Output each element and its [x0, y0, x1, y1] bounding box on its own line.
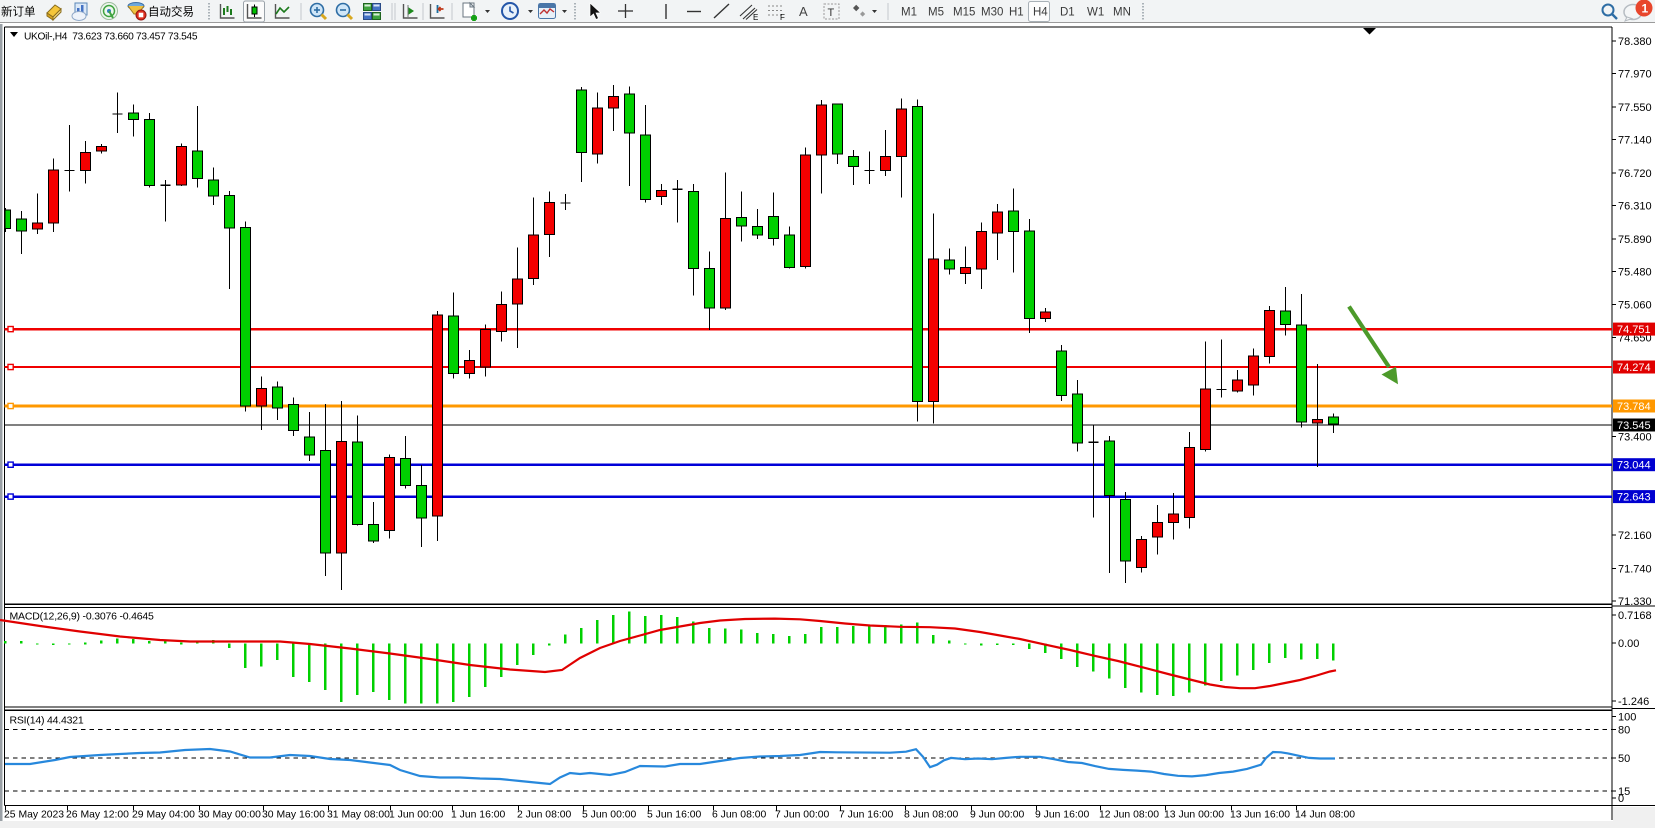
svg-text:13 Jun 00:00: 13 Jun 00:00 [1164, 810, 1224, 821]
svg-text:29 May 04:00: 29 May 04:00 [132, 810, 195, 821]
svg-text:MN: MN [1113, 7, 1131, 19]
svg-text:71.740: 71.740 [1618, 563, 1652, 575]
svg-text:5 Jun 16:00: 5 Jun 16:00 [647, 810, 702, 821]
svg-text:74.274: 74.274 [1617, 362, 1651, 374]
svg-text:76.310: 76.310 [1618, 201, 1652, 213]
svg-text:M30: M30 [981, 7, 1003, 19]
svg-text:77.550: 77.550 [1618, 102, 1652, 114]
svg-text:72.160: 72.160 [1618, 530, 1652, 542]
svg-text:M5: M5 [928, 7, 944, 19]
svg-text:8 Jun 08:00: 8 Jun 08:00 [904, 810, 959, 821]
svg-text:T: T [828, 7, 835, 19]
svg-text:M1: M1 [901, 7, 917, 19]
svg-text:73.545: 73.545 [1617, 420, 1651, 432]
svg-text:74.751: 74.751 [1617, 324, 1651, 336]
svg-text:7 Jun 00:00: 7 Jun 00:00 [775, 810, 830, 821]
svg-text:100: 100 [1618, 711, 1636, 723]
svg-text:7 Jun 16:00: 7 Jun 16:00 [839, 810, 894, 821]
svg-text:12 Jun 08:00: 12 Jun 08:00 [1099, 810, 1159, 821]
svg-text:1: 1 [1642, 2, 1649, 16]
svg-text:73.400: 73.400 [1618, 432, 1652, 444]
svg-text:D1: D1 [1060, 7, 1075, 19]
svg-text:50: 50 [1618, 753, 1630, 765]
svg-text:31 May 08:00: 31 May 08:00 [327, 810, 390, 821]
svg-text:新订单: 新订单 [1, 5, 36, 19]
svg-text:26 May 12:00: 26 May 12:00 [66, 810, 129, 821]
svg-text:MACD(12,26,9) -0.3076 -0.4645: MACD(12,26,9) -0.3076 -0.4645 [10, 611, 155, 623]
svg-text:E: E [753, 13, 758, 22]
svg-text:25 May 2023: 25 May 2023 [4, 810, 64, 821]
svg-text:76.720: 76.720 [1618, 168, 1652, 180]
svg-text:A: A [799, 4, 808, 19]
svg-text:77.140: 77.140 [1618, 135, 1652, 147]
svg-text:73.044: 73.044 [1617, 460, 1651, 472]
svg-text:9 Jun 00:00: 9 Jun 00:00 [970, 810, 1025, 821]
svg-text:RSI(14) 44.4321: RSI(14) 44.4321 [10, 715, 84, 727]
svg-text:0.7168: 0.7168 [1618, 610, 1652, 622]
svg-text:75.480: 75.480 [1618, 266, 1652, 278]
svg-text:75.060: 75.060 [1618, 300, 1652, 312]
svg-text:73.784: 73.784 [1617, 401, 1651, 413]
svg-text:H4: H4 [1033, 7, 1048, 19]
svg-text:77.970: 77.970 [1618, 69, 1652, 81]
svg-text:F: F [780, 13, 785, 22]
svg-text:13 Jun 16:00: 13 Jun 16:00 [1230, 810, 1290, 821]
svg-text:5 Jun 00:00: 5 Jun 00:00 [582, 810, 637, 821]
svg-text:30 May 16:00: 30 May 16:00 [262, 810, 325, 821]
svg-text:-1.246: -1.246 [1618, 696, 1649, 708]
svg-text:UKOil-,H4 73.623 73.660 73.45: UKOil-,H4 73.623 73.660 73.457 73.545 [24, 32, 198, 43]
svg-text:M15: M15 [953, 7, 975, 19]
svg-text:71.330: 71.330 [1618, 596, 1652, 608]
svg-text:14 Jun 08:00: 14 Jun 08:00 [1295, 810, 1355, 821]
svg-text:1 Jun 16:00: 1 Jun 16:00 [451, 810, 506, 821]
svg-text:6 Jun 08:00: 6 Jun 08:00 [712, 810, 767, 821]
svg-text:H1: H1 [1009, 7, 1024, 19]
svg-text:80: 80 [1618, 725, 1630, 737]
svg-text:72.643: 72.643 [1617, 492, 1651, 504]
svg-text:15: 15 [1618, 786, 1630, 798]
svg-text:W1: W1 [1087, 7, 1104, 19]
svg-text:75.890: 75.890 [1618, 234, 1652, 246]
svg-text:0.00: 0.00 [1618, 638, 1639, 650]
svg-text:2 Jun 08:00: 2 Jun 08:00 [517, 810, 572, 821]
svg-text:78.380: 78.380 [1618, 36, 1652, 48]
svg-text:0: 0 [1618, 793, 1624, 805]
svg-text:30 May 00:00: 30 May 00:00 [198, 810, 261, 821]
svg-text:自动交易: 自动交易 [148, 5, 194, 19]
svg-text:1 Jun 00:00: 1 Jun 00:00 [389, 810, 444, 821]
svg-text:9 Jun 16:00: 9 Jun 16:00 [1035, 810, 1090, 821]
